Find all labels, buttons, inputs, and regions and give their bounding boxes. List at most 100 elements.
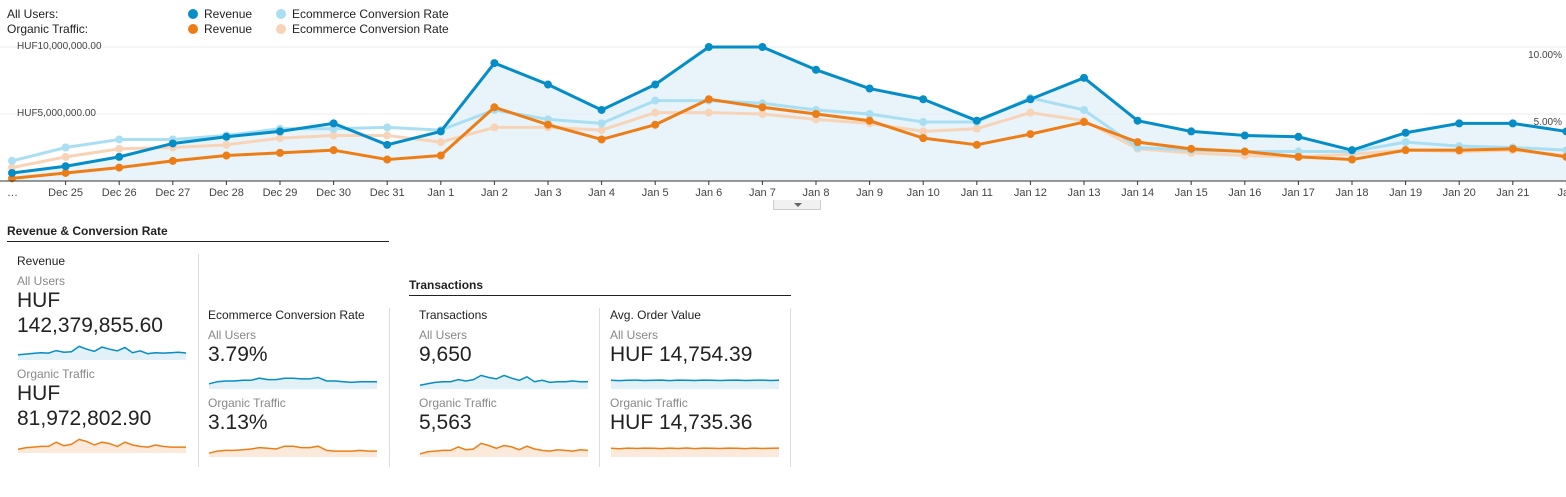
data-point-revenue-organic[interactable] <box>168 156 177 165</box>
data-point-revenue-organic[interactable] <box>1080 118 1088 127</box>
revenue-conversion-chart[interactable]: HUF10,000,000.00 HUF5,000,000.00 10.00% 5.0… <box>0 40 1566 200</box>
data-point-revenue-all-users[interactable] <box>1240 131 1249 140</box>
data-point-conversion-rate-organic[interactable] <box>222 140 231 149</box>
data-point-revenue-all-users[interactable] <box>704 43 713 51</box>
data-point-revenue-all-users[interactable] <box>383 140 392 149</box>
data-point-conversion-rate-organic[interactable] <box>651 108 660 117</box>
data-point-revenue-organic[interactable] <box>115 163 124 172</box>
metric-card-transactions[interactable]: Transactions All Users 9,650 Organic Tra… <box>419 308 594 457</box>
data-point-revenue-organic[interactable] <box>704 95 713 104</box>
data-point-revenue-organic[interactable] <box>436 151 445 160</box>
data-point-conversion-rate-all-users[interactable] <box>651 96 660 105</box>
metric-card-revenue[interactable]: Revenue All Users HUF 142,379,855.60 Org… <box>17 254 192 453</box>
data-point-revenue-organic[interactable] <box>758 103 767 112</box>
data-point-conversion-rate-organic[interactable] <box>276 134 284 143</box>
data-point-conversion-rate-all-users[interactable] <box>597 119 606 128</box>
data-point-revenue-all-users[interactable] <box>1026 95 1035 104</box>
data-point-conversion-rate-all-users[interactable] <box>115 135 124 144</box>
data-point-conversion-rate-all-users[interactable] <box>865 110 874 118</box>
data-point-revenue-organic[interactable] <box>1026 130 1035 139</box>
data-point-revenue-all-users[interactable] <box>115 152 124 161</box>
data-point-revenue-all-users[interactable] <box>329 119 338 128</box>
data-point-revenue-all-users[interactable] <box>865 84 874 93</box>
data-point-conversion-rate-all-users[interactable] <box>1401 138 1410 147</box>
data-point-revenue-organic[interactable] <box>1187 144 1196 153</box>
data-point-conversion-rate-organic[interactable] <box>704 108 713 117</box>
data-point-revenue-all-users[interactable] <box>222 132 231 141</box>
data-point-revenue-organic[interactable] <box>1508 144 1517 153</box>
legend-item-revenue-all[interactable]: Revenue <box>188 7 252 22</box>
data-point-conversion-rate-all-users[interactable] <box>383 123 392 132</box>
data-point-revenue-organic[interactable] <box>1240 147 1249 156</box>
data-point-revenue-all-users[interactable] <box>1187 127 1196 136</box>
data-point-conversion-rate-organic[interactable] <box>115 144 124 153</box>
data-point-revenue-organic[interactable] <box>597 135 606 144</box>
data-point-revenue-organic[interactable] <box>1133 138 1142 147</box>
chart-collapse-handle[interactable] <box>773 200 821 210</box>
data-point-revenue-all-users[interactable] <box>1294 132 1303 141</box>
legend-item-conversion-all[interactable]: Ecommerce Conversion Rate <box>276 7 449 22</box>
data-point-revenue-all-users[interactable] <box>1080 73 1088 82</box>
data-point-revenue-all-users[interactable] <box>1508 119 1517 128</box>
series-line-revenue-organic <box>11 97 1566 180</box>
data-point-revenue-organic[interactable] <box>651 120 660 129</box>
data-point-revenue-all-users[interactable] <box>919 95 928 104</box>
data-point-revenue-all-users[interactable] <box>1348 146 1356 155</box>
data-point-revenue-all-users[interactable] <box>276 127 284 136</box>
data-point-conversion-rate-all-users[interactable] <box>61 143 70 152</box>
metric-card-avg-order-value[interactable]: Avg. Order Value All Users HUF 14,754.39… <box>610 308 785 457</box>
data-point-revenue-all-users[interactable] <box>758 43 767 51</box>
metric-card-conversion-rate[interactable]: Ecommerce Conversion Rate All Users 3.79… <box>208 308 383 457</box>
data-point-revenue-all-users[interactable] <box>597 105 606 114</box>
data-point-revenue-organic[interactable] <box>329 146 338 155</box>
data-point-conversion-rate-organic[interactable] <box>972 124 981 133</box>
data-point-revenue-organic[interactable] <box>383 155 392 164</box>
data-point-conversion-rate-organic[interactable] <box>329 131 338 140</box>
data-point-revenue-organic[interactable] <box>972 140 981 149</box>
data-point-conversion-rate-organic[interactable] <box>490 123 499 132</box>
data-point-revenue-all-users[interactable] <box>168 139 177 148</box>
data-point-revenue-organic[interactable] <box>222 151 231 160</box>
data-point-conversion-rate-organic[interactable] <box>758 110 767 118</box>
data-point-revenue-all-users[interactable] <box>436 127 445 136</box>
data-point-revenue-all-users[interactable] <box>8 168 16 177</box>
data-point-revenue-organic[interactable] <box>1294 152 1303 161</box>
data-point-revenue-all-users[interactable] <box>651 80 660 89</box>
data-point-revenue-organic[interactable] <box>919 134 928 143</box>
legend-item-conversion-organic[interactable]: Ecommerce Conversion Rate <box>276 22 449 37</box>
sparkline-line <box>17 345 187 356</box>
data-point-revenue-all-users[interactable] <box>61 162 70 171</box>
series-line-revenue-all-users <box>11 45 1566 175</box>
data-point-revenue-organic[interactable] <box>1562 152 1566 161</box>
data-point-revenue-all-users[interactable] <box>1562 127 1566 136</box>
data-point-revenue-organic[interactable] <box>544 120 552 129</box>
legend-item-revenue-organic[interactable]: Revenue <box>188 22 252 37</box>
data-point-revenue-organic[interactable] <box>812 110 820 118</box>
data-point-conversion-rate-all-users[interactable] <box>1562 146 1566 155</box>
data-point-conversion-rate-organic[interactable] <box>61 152 70 161</box>
data-point-revenue-all-users[interactable] <box>1455 119 1464 128</box>
data-point-conversion-rate-organic[interactable] <box>383 131 392 140</box>
data-point-conversion-rate-organic[interactable] <box>436 138 445 147</box>
data-point-revenue-all-users[interactable] <box>544 80 552 89</box>
y-axis-left-tick-label: HUF10,000,000.00 <box>17 41 102 52</box>
data-point-conversion-rate-organic[interactable] <box>1026 108 1035 117</box>
data-point-revenue-organic[interactable] <box>1455 146 1464 155</box>
data-point-conversion-rate-all-users[interactable] <box>919 118 928 127</box>
data-point-revenue-all-users[interactable] <box>490 59 499 68</box>
data-point-revenue-organic[interactable] <box>1348 155 1356 164</box>
data-point-conversion-rate-all-users[interactable] <box>8 156 16 165</box>
data-point-revenue-all-users[interactable] <box>1133 116 1142 125</box>
data-point-conversion-rate-all-users[interactable] <box>1080 105 1088 114</box>
data-point-revenue-all-users[interactable] <box>972 116 981 125</box>
data-point-conversion-rate-organic[interactable] <box>597 126 606 135</box>
data-point-conversion-rate-organic[interactable] <box>919 127 928 136</box>
data-point-revenue-organic[interactable] <box>865 116 874 125</box>
data-point-revenue-organic[interactable] <box>1401 146 1410 155</box>
data-point-revenue-organic[interactable] <box>490 103 499 112</box>
data-point-revenue-all-users[interactable] <box>1401 128 1410 137</box>
x-axis-tick-label: Jan 6 <box>695 187 722 199</box>
data-point-revenue-all-users[interactable] <box>812 65 820 74</box>
data-point-revenue-organic[interactable] <box>61 168 70 177</box>
data-point-revenue-organic[interactable] <box>276 148 284 157</box>
